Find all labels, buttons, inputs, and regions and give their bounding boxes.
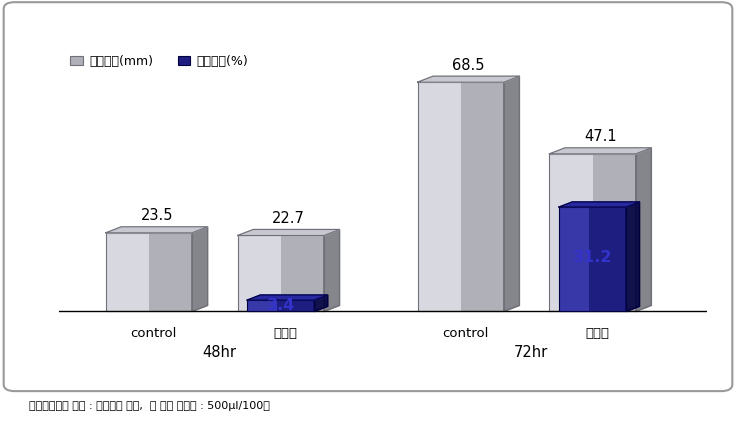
Text: 31.2: 31.2 bbox=[573, 250, 612, 265]
Bar bbox=[417, 82, 461, 312]
Polygon shape bbox=[636, 148, 651, 312]
Text: 근사생장억제 효과 : 균체직경 측정,  갓 즘액 접종량 : 500μl/100㎍: 근사생장억제 효과 : 균체직경 측정, 갓 즘액 접종량 : 500μl/10… bbox=[29, 402, 270, 411]
Bar bbox=[247, 300, 277, 312]
Bar bbox=[559, 207, 590, 312]
Text: 갓즘액: 갓즘액 bbox=[274, 326, 297, 340]
Polygon shape bbox=[504, 76, 520, 312]
Text: 22.7: 22.7 bbox=[272, 211, 305, 226]
Polygon shape bbox=[559, 202, 640, 207]
Bar bbox=[417, 82, 504, 312]
Bar bbox=[238, 236, 324, 312]
Polygon shape bbox=[314, 295, 328, 312]
Polygon shape bbox=[324, 229, 339, 312]
Bar bbox=[550, 154, 636, 312]
Legend: 근사생장(mm), 경감효과(%): 근사생장(mm), 경감효과(%) bbox=[65, 50, 253, 73]
Bar bbox=[280, 236, 324, 312]
Polygon shape bbox=[106, 227, 208, 233]
Polygon shape bbox=[247, 295, 328, 300]
Polygon shape bbox=[417, 76, 520, 82]
Bar bbox=[149, 233, 192, 312]
Polygon shape bbox=[626, 202, 640, 312]
Bar bbox=[238, 236, 280, 312]
Bar bbox=[277, 300, 314, 312]
Text: control: control bbox=[442, 326, 489, 340]
Bar bbox=[106, 233, 192, 312]
Polygon shape bbox=[192, 227, 208, 312]
Text: control: control bbox=[130, 326, 177, 340]
Text: 23.5: 23.5 bbox=[141, 208, 173, 223]
Text: 갓즘액: 갓즘액 bbox=[585, 326, 609, 340]
Bar bbox=[559, 207, 626, 312]
Bar bbox=[247, 300, 314, 312]
Text: 47.1: 47.1 bbox=[584, 129, 617, 145]
Bar bbox=[461, 82, 504, 312]
Polygon shape bbox=[238, 229, 339, 236]
Text: 3.4: 3.4 bbox=[266, 298, 295, 313]
Text: 68.5: 68.5 bbox=[452, 58, 485, 73]
Text: 72hr: 72hr bbox=[514, 345, 548, 360]
Bar bbox=[592, 154, 636, 312]
Text: 48hr: 48hr bbox=[202, 345, 236, 360]
Polygon shape bbox=[550, 148, 651, 154]
Bar bbox=[590, 207, 626, 312]
Bar bbox=[106, 233, 149, 312]
Bar bbox=[550, 154, 592, 312]
